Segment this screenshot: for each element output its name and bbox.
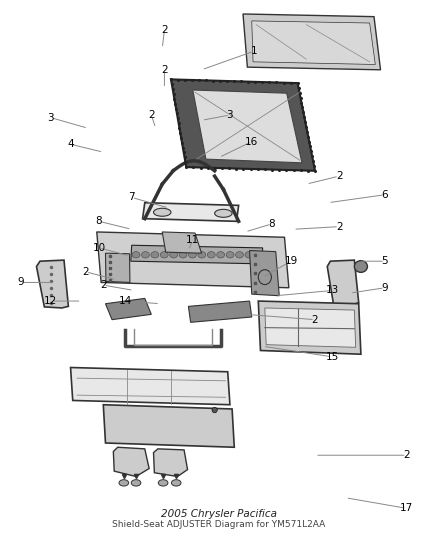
- Polygon shape: [250, 251, 279, 296]
- Ellipse shape: [217, 252, 225, 258]
- Polygon shape: [131, 245, 263, 264]
- Ellipse shape: [245, 252, 253, 258]
- Text: 2: 2: [82, 267, 89, 277]
- Ellipse shape: [170, 252, 177, 258]
- Text: 2: 2: [100, 280, 106, 290]
- Text: 6: 6: [381, 190, 388, 200]
- Ellipse shape: [188, 252, 196, 258]
- Text: 14: 14: [119, 296, 132, 306]
- Polygon shape: [71, 368, 230, 405]
- Ellipse shape: [119, 480, 129, 486]
- Polygon shape: [153, 449, 187, 477]
- Polygon shape: [103, 405, 234, 447]
- Ellipse shape: [171, 480, 181, 486]
- Text: 17: 17: [400, 503, 413, 513]
- Text: 8: 8: [95, 216, 102, 227]
- Text: 2: 2: [161, 65, 168, 75]
- Ellipse shape: [131, 480, 141, 486]
- Text: 7: 7: [128, 192, 135, 203]
- Polygon shape: [106, 253, 130, 282]
- Text: 8: 8: [268, 219, 275, 229]
- Ellipse shape: [160, 252, 168, 258]
- Polygon shape: [188, 301, 252, 322]
- Text: 12: 12: [44, 296, 57, 306]
- Ellipse shape: [158, 480, 168, 486]
- Polygon shape: [36, 260, 68, 308]
- Text: 11: 11: [186, 235, 199, 245]
- Text: 2: 2: [403, 450, 410, 460]
- Polygon shape: [106, 298, 151, 320]
- Ellipse shape: [354, 261, 367, 272]
- Ellipse shape: [151, 252, 159, 258]
- Text: 10: 10: [92, 243, 106, 253]
- Polygon shape: [113, 447, 149, 477]
- Text: 2: 2: [148, 110, 155, 120]
- Ellipse shape: [236, 252, 244, 258]
- Ellipse shape: [198, 252, 206, 258]
- Polygon shape: [193, 90, 302, 163]
- Ellipse shape: [179, 252, 187, 258]
- Text: 9: 9: [381, 283, 388, 293]
- Text: 2: 2: [336, 222, 343, 232]
- Text: 15: 15: [326, 352, 339, 362]
- Ellipse shape: [153, 208, 171, 216]
- Text: 16: 16: [245, 136, 258, 147]
- Text: 2: 2: [336, 171, 343, 181]
- Ellipse shape: [215, 209, 232, 217]
- Polygon shape: [162, 232, 201, 253]
- Text: 2: 2: [312, 314, 318, 325]
- Ellipse shape: [254, 252, 262, 258]
- Ellipse shape: [212, 407, 217, 413]
- Text: 3: 3: [48, 112, 54, 123]
- Text: 13: 13: [326, 286, 339, 295]
- Text: Shield-Seat ADJUSTER Diagram for YM571L2AA: Shield-Seat ADJUSTER Diagram for YM571L2…: [113, 520, 325, 529]
- Ellipse shape: [132, 252, 140, 258]
- Text: 3: 3: [226, 110, 233, 120]
- Polygon shape: [265, 308, 356, 348]
- Polygon shape: [258, 301, 361, 354]
- Polygon shape: [97, 232, 289, 288]
- Text: 4: 4: [67, 139, 74, 149]
- Text: 9: 9: [17, 278, 24, 287]
- Ellipse shape: [258, 270, 272, 285]
- Text: 5: 5: [381, 256, 388, 266]
- Polygon shape: [327, 260, 359, 305]
- Text: 2: 2: [161, 25, 168, 35]
- Polygon shape: [243, 14, 381, 70]
- Text: 1: 1: [251, 46, 257, 56]
- Ellipse shape: [141, 252, 149, 258]
- Ellipse shape: [226, 252, 234, 258]
- Polygon shape: [252, 21, 375, 64]
- Polygon shape: [143, 203, 239, 221]
- Text: 2005 Chrysler Pacifica: 2005 Chrysler Pacifica: [161, 508, 277, 519]
- Polygon shape: [171, 79, 315, 171]
- Text: 19: 19: [284, 256, 298, 266]
- Ellipse shape: [207, 252, 215, 258]
